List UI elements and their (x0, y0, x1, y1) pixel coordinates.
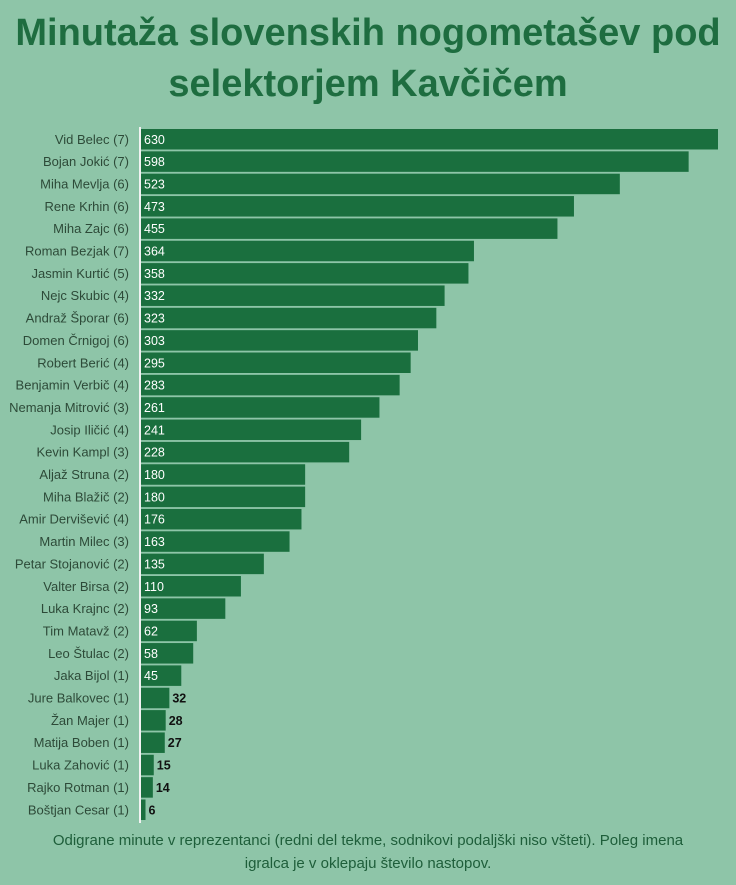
bar (140, 576, 241, 597)
bar (140, 531, 290, 552)
data-label: 303 (144, 334, 165, 348)
data-label: 598 (144, 155, 165, 169)
bar (140, 330, 418, 351)
data-label: 473 (144, 200, 165, 214)
category-label: Petar Stojanović (2) (15, 556, 129, 571)
bar (140, 419, 362, 441)
bar (140, 598, 226, 619)
data-label: 228 (144, 446, 165, 460)
category-label: Bojan Jokić (7) (43, 154, 129, 169)
category-label: Matija Boben (1) (34, 735, 129, 750)
data-label: 455 (144, 222, 165, 236)
category-label: Boštjan Cesar (1) (28, 802, 129, 817)
chart-title: Minutaža slovenskih nogometašev pod sele… (15, 12, 721, 105)
data-label: 163 (144, 535, 165, 549)
data-label: 323 (144, 312, 165, 326)
data-label: 93 (144, 602, 158, 616)
category-label: Jure Balkovec (1) (28, 691, 129, 706)
data-label: 180 (144, 490, 165, 504)
data-label: 364 (144, 245, 165, 259)
data-label: 176 (144, 513, 165, 527)
bar (140, 732, 165, 753)
category-label: Benjamin Verbič (4) (16, 378, 129, 393)
bar (140, 151, 689, 172)
data-label: 58 (144, 647, 158, 661)
category-label: Josip Iličić (4) (50, 422, 129, 437)
data-label: 45 (144, 669, 158, 683)
category-label: Luka Zahović (1) (32, 758, 129, 773)
category-label: Andraž Šporar (6) (26, 311, 129, 326)
data-label: 630 (144, 133, 165, 147)
data-label: 6 (149, 803, 156, 817)
category-label: Rajko Rotman (1) (27, 780, 129, 795)
bar (140, 777, 153, 798)
category-label: Jaka Bijol (1) (54, 668, 129, 683)
data-label: 261 (144, 401, 165, 415)
chart-caption: Odigrane minute v reprezentanci (redni d… (52, 832, 684, 872)
category-label: Vid Belec (7) (55, 132, 129, 147)
bar (140, 441, 350, 463)
bar (140, 486, 306, 508)
data-label: 295 (144, 356, 165, 370)
category-label: Leo Štulac (2) (48, 646, 129, 661)
data-label: 241 (144, 423, 165, 437)
category-label: Miha Blažič (2) (43, 489, 129, 504)
bar (140, 352, 411, 373)
data-label: 14 (156, 781, 170, 795)
bar (140, 173, 620, 195)
bar (140, 553, 264, 575)
category-label: Luka Krajnc (2) (41, 601, 129, 616)
bar (140, 263, 469, 284)
data-label: 28 (169, 714, 183, 728)
category-label: Roman Bezjak (7) (25, 244, 129, 259)
category-label: Robert Berić (4) (37, 355, 129, 370)
bar (140, 307, 437, 329)
data-label: 32 (172, 692, 186, 706)
bar (140, 643, 194, 664)
data-label: 135 (144, 557, 165, 571)
category-label: Jasmin Kurtić (5) (31, 266, 129, 281)
bar (140, 620, 197, 642)
data-label: 332 (144, 289, 165, 303)
bar (140, 508, 302, 530)
bar-chart: Vid Belec (7) 630 Bojan Jokić (7) 598 Miha M… (9, 127, 718, 823)
bar (140, 196, 574, 217)
bar (140, 665, 182, 686)
data-label: 15 (157, 759, 171, 773)
bar (140, 799, 146, 820)
data-label: 62 (144, 624, 158, 638)
bar (140, 754, 154, 776)
data-label: 283 (144, 379, 165, 393)
bar (140, 710, 166, 731)
category-label: Nejc Skubic (4) (41, 288, 129, 303)
category-label: Amir Dervišević (4) (19, 512, 129, 527)
data-label: 110 (144, 580, 164, 594)
category-label: Miha Zajc (6) (53, 221, 129, 236)
data-label: 27 (168, 736, 182, 750)
category-label: Nemanja Mitrović (3) (9, 400, 129, 415)
data-label: 358 (144, 267, 165, 281)
category-label: Tim Matavž (2) (43, 623, 129, 638)
data-label: 180 (144, 468, 165, 482)
category-label: Domen Črnigoj (6) (23, 333, 129, 348)
category-label: Žan Majer (1) (51, 713, 129, 728)
category-label: Martin Milec (3) (39, 534, 129, 549)
category-label: Rene Krhin (6) (44, 199, 129, 214)
data-label: 523 (144, 177, 165, 191)
category-label: Kevin Kampl (3) (37, 445, 129, 460)
bar (140, 129, 718, 150)
category-label: Miha Mevlja (6) (40, 176, 129, 191)
bar (140, 218, 558, 239)
category-label: Aljaž Struna (2) (39, 467, 129, 482)
bar (140, 240, 474, 262)
category-label: Valter Birsa (2) (43, 579, 129, 594)
bar (140, 397, 380, 418)
bar (140, 285, 445, 306)
bar (140, 374, 400, 396)
bar (140, 464, 306, 485)
bar (140, 687, 170, 709)
